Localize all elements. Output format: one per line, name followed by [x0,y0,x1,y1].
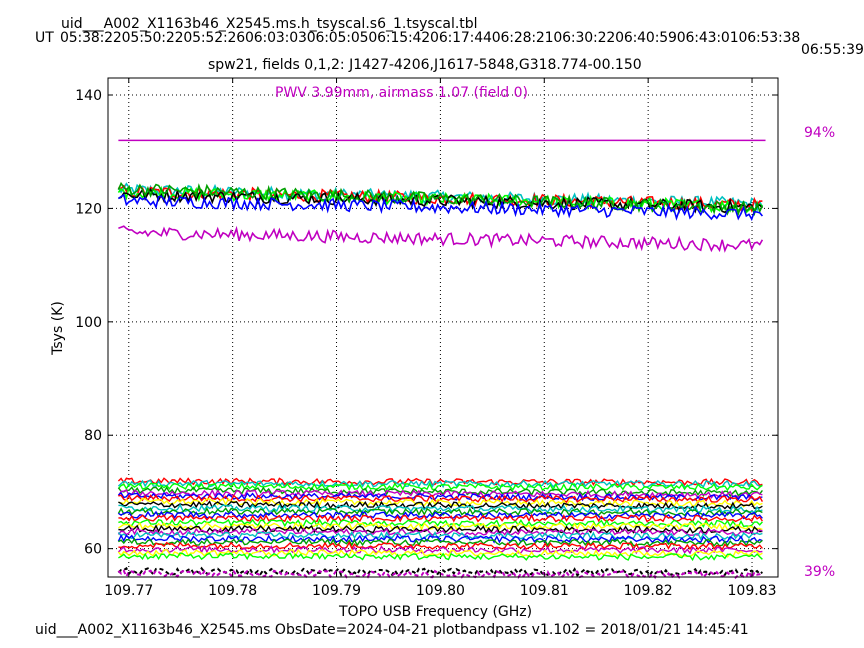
tsys-series-line [118,187,763,215]
tsys-series-line [118,552,763,562]
tsys-series-line [117,181,764,217]
x-tick-label: 109.77 [104,583,153,599]
y-tick-label: 120 [75,201,102,217]
x-tick-label: 109.79 [312,583,361,599]
footer-caption: uid___A002_X1163b46_X2545.ms ObsDate=202… [35,622,749,638]
tsys-series-line [117,477,763,487]
tsys-series-line [117,527,763,537]
tsys-series-line [117,486,763,498]
y-tick-label: 60 [84,542,102,558]
y-tick-label: 80 [84,428,102,444]
ut-times-row: 05:38:2205:50:2205:52:2606:03:0306:05:05… [60,30,801,46]
ut-time-last: 06:55:39 [801,42,864,58]
chart-title: spw21, fields 0,1,2: J1427-4206,J1617-58… [208,57,642,73]
y-axis-label: Tsys (K) [50,301,66,355]
pwv-annotation: PWV 3.99mm, airmass 1.07 (field 0) [275,85,529,101]
tsys-series-line [118,497,763,508]
x-tick-label: 109.83 [728,583,777,599]
x-tick-label: 109.80 [416,583,465,599]
tsys-series-line [117,193,764,222]
x-axis-label: TOPO USB Frequency (GHz) [339,604,533,620]
tsys-series-line [118,537,763,548]
tsys-series-line [118,225,764,253]
y-tick-label: 140 [75,88,102,104]
x-tick-label: 109.81 [520,583,569,599]
ut-prefix: UT [35,30,54,46]
tsys-series-line [117,481,763,492]
transmission-label-top: 94% [804,125,836,141]
transmission-label-bottom: 39% [804,564,836,580]
plot-file-title: uid___A002_X1163b46_X2545.ms.h_tsyscal.s… [61,16,478,32]
plot-frame [107,77,779,578]
tsys-series-line [117,530,763,541]
x-tick-label: 109.78 [208,583,257,599]
x-tick-label: 109.82 [624,583,673,599]
tsys-series-line [117,507,763,517]
tsys-series-line [118,510,763,521]
tsys-series-line [118,513,763,523]
y-tick-label: 100 [75,315,102,331]
tsys-series-line [117,479,763,489]
tsys-series-line [117,544,763,555]
tsys-series-line [118,524,763,535]
tsys-series-line [118,503,763,514]
